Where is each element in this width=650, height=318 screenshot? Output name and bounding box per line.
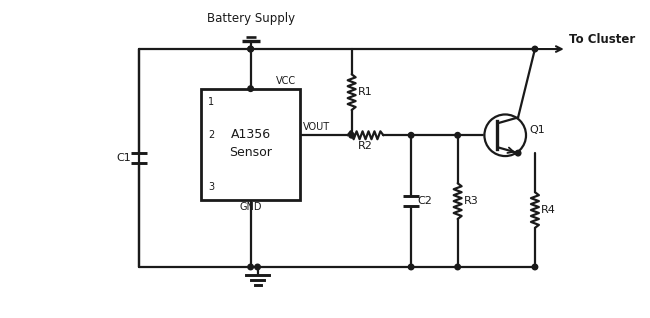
Text: VOUT: VOUT [303, 122, 330, 132]
Text: VCC: VCC [276, 76, 296, 86]
Text: To Cluster: To Cluster [569, 33, 635, 46]
Text: R3: R3 [463, 196, 478, 206]
Text: Q1: Q1 [529, 125, 545, 135]
Circle shape [248, 264, 254, 270]
Text: R1: R1 [358, 87, 372, 97]
Text: 3: 3 [208, 182, 214, 192]
Circle shape [349, 133, 354, 138]
Text: C1: C1 [116, 153, 131, 163]
Circle shape [484, 114, 526, 156]
Text: R2: R2 [358, 141, 373, 151]
Circle shape [255, 264, 261, 270]
Text: GND: GND [239, 202, 262, 211]
Circle shape [408, 264, 414, 270]
Text: C2: C2 [417, 196, 432, 206]
Circle shape [455, 133, 460, 138]
Circle shape [248, 46, 254, 52]
Circle shape [408, 133, 414, 138]
Bar [201, 89, 300, 200]
Circle shape [248, 46, 254, 52]
Text: 2: 2 [208, 130, 214, 140]
Circle shape [455, 264, 460, 270]
Circle shape [515, 150, 521, 156]
Circle shape [248, 86, 254, 92]
Text: Sensor: Sensor [229, 146, 272, 159]
Text: R4: R4 [541, 205, 556, 215]
Circle shape [532, 264, 538, 270]
Text: Battery Supply: Battery Supply [207, 12, 294, 25]
Text: A1356: A1356 [231, 128, 270, 141]
Text: 1: 1 [208, 97, 214, 107]
Circle shape [532, 46, 538, 52]
